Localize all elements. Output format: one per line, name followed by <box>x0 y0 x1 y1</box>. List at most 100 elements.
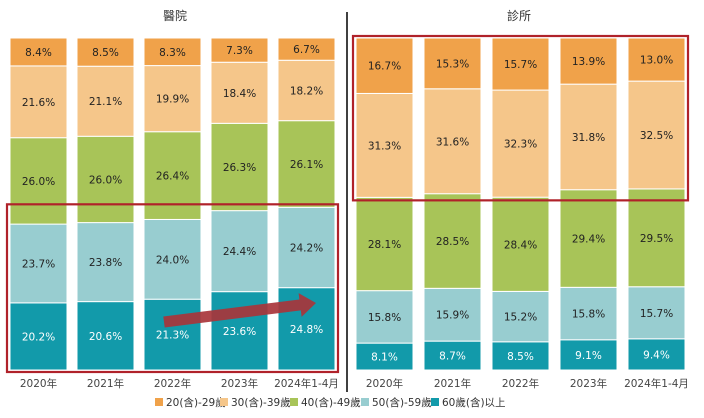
data-label: 24.0% <box>156 254 189 266</box>
x-tick-label: 2023年 <box>570 377 607 390</box>
x-tick-label: 2023年 <box>221 377 258 390</box>
bar-segment <box>559 83 618 191</box>
data-label: 28.5% <box>436 236 469 248</box>
data-label: 13.9% <box>572 56 605 68</box>
bar-segment <box>423 287 482 342</box>
data-label: 20.2% <box>22 331 55 343</box>
bar-segment <box>277 59 336 122</box>
data-label: 20.6% <box>89 331 122 343</box>
chart-overlays <box>5 12 690 392</box>
data-label: 8.1% <box>371 352 398 364</box>
data-label: 26.0% <box>89 174 122 186</box>
legend-swatch <box>290 398 298 406</box>
bar-segment <box>627 80 686 190</box>
legend-label: 50(含)-59歲 <box>372 396 432 409</box>
bar-segment <box>355 37 414 94</box>
chart-legend: 20(含)-29歲 30(含)-39歲 40(含)-49歲 50(含)-59歲 60歲(… <box>155 396 506 409</box>
data-label: 7.3% <box>226 45 253 57</box>
data-label: 8.4% <box>25 47 52 59</box>
bar-segment <box>9 65 68 139</box>
data-label: 24.8% <box>290 324 323 336</box>
bar-segment <box>277 37 336 61</box>
data-label: 21.1% <box>89 96 122 108</box>
bar-segment <box>9 223 68 304</box>
data-label: 24.4% <box>223 246 256 258</box>
data-label: 26.3% <box>223 162 256 174</box>
data-label: 16.7% <box>368 61 401 73</box>
bar-segment <box>423 37 482 90</box>
data-label: 31.6% <box>436 136 469 148</box>
data-label: 8.3% <box>159 47 186 59</box>
data-label: 31.8% <box>572 132 605 144</box>
bar-segment <box>491 37 550 91</box>
bar-segment <box>210 61 269 124</box>
legend-swatch <box>220 398 228 406</box>
trend-arrow <box>163 293 316 328</box>
x-tick-label: 2020年 <box>366 377 403 390</box>
bar-segment <box>355 92 414 198</box>
bar-segment <box>423 193 482 289</box>
bar-segment <box>627 286 686 340</box>
bar-segment <box>76 301 135 371</box>
data-label: 28.4% <box>504 239 537 251</box>
bar-segment <box>210 210 269 293</box>
data-label: 8.5% <box>92 47 119 59</box>
x-tick-label: 2021年 <box>434 377 471 390</box>
highlight-box <box>351 34 690 202</box>
data-label: 26.0% <box>22 176 55 188</box>
data-label: 18.2% <box>290 85 323 97</box>
legend-label: 60歲(含)以上 <box>442 396 506 409</box>
data-label: 26.1% <box>290 159 323 171</box>
data-label: 8.5% <box>507 351 534 363</box>
bar-segment <box>491 341 550 371</box>
bar-segment <box>355 290 414 344</box>
data-label: 19.9% <box>156 94 189 106</box>
data-label: 6.7% <box>293 44 320 56</box>
x-tick-label: 2022年 <box>502 377 539 390</box>
data-label: 28.1% <box>368 239 401 251</box>
data-label: 8.7% <box>439 351 466 363</box>
x-tick-label: 2024年1-4月 <box>624 377 689 390</box>
panel-2: 診所 8.1% 15.8% 28.1% 31.3% 16.7% 2020年 8.7% 15.9%… <box>355 8 689 390</box>
bar-segment <box>559 189 618 288</box>
data-label: 15.8% <box>368 312 401 324</box>
bar-segment <box>277 120 336 208</box>
data-label: 23.6% <box>223 326 256 338</box>
data-label: 15.2% <box>504 312 537 324</box>
data-label: 21.6% <box>22 97 55 109</box>
bar-segment <box>143 37 202 67</box>
bar-segment <box>9 37 68 67</box>
highlight-box <box>5 203 340 374</box>
bar-segment <box>210 122 269 212</box>
bar-segment <box>210 37 269 63</box>
chart-panels: 醫院 20.2% 23.7% 26.0% 21.6% 8.4% 2020年 20.6% 23.8… <box>9 8 689 390</box>
data-label: 9.1% <box>575 350 602 362</box>
data-label: 18.4% <box>223 88 256 100</box>
bar-segment <box>76 65 135 137</box>
panel-title: 診所 <box>507 8 531 23</box>
data-label: 29.4% <box>572 234 605 246</box>
data-label: 23.8% <box>89 257 122 269</box>
bar-segment <box>559 37 618 85</box>
x-tick-label: 2022年 <box>154 377 191 390</box>
data-label: 9.4% <box>643 349 670 361</box>
legend-label: 30(含)-39歲 <box>231 396 291 409</box>
data-label: 32.5% <box>640 130 673 142</box>
data-label: 29.5% <box>640 233 673 245</box>
panel-1: 醫院 20.2% 23.7% 26.0% 21.6% 8.4% 2020年 20.6% 23.8… <box>9 9 339 390</box>
data-label: 23.7% <box>22 258 55 270</box>
data-label: 13.0% <box>640 55 673 67</box>
bar-segment <box>143 298 202 371</box>
data-label: 15.9% <box>436 310 469 322</box>
panel-title: 醫院 <box>163 9 187 23</box>
x-tick-label: 2021年 <box>87 377 124 390</box>
bar-segment <box>76 222 135 303</box>
data-label: 24.2% <box>290 242 323 254</box>
x-tick-label: 2020年 <box>20 377 57 390</box>
bar-segment <box>627 37 686 82</box>
data-label: 26.4% <box>156 171 189 183</box>
data-label: 15.7% <box>504 59 537 71</box>
x-tick-label: 2024年1-4月 <box>274 377 339 390</box>
bar-segment <box>76 37 135 67</box>
